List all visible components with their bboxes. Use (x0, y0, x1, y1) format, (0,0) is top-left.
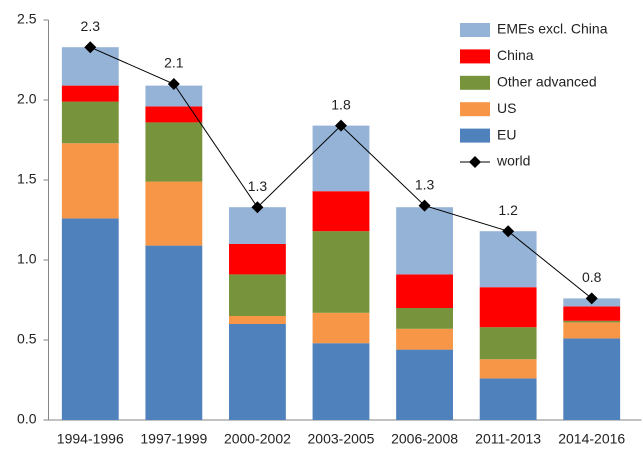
x-tick-label: 2011-2013 (475, 431, 541, 447)
bar-segment (229, 207, 286, 244)
legend-swatch (460, 23, 490, 37)
bar-segment (145, 245, 203, 420)
bar-segment (396, 274, 453, 308)
data-label: 2.1 (164, 55, 184, 71)
marker (502, 225, 515, 238)
data-label: 1.3 (415, 176, 435, 192)
marker (167, 78, 180, 90)
bar-segment (312, 312, 370, 344)
legend-label: China (497, 47, 534, 63)
bar-segment (145, 181, 203, 246)
marker (335, 119, 347, 132)
legend-label: Other advanced (497, 74, 597, 90)
x-tick-label: 1997-1999 (140, 431, 207, 447)
y-tick-label: 0.5 (17, 331, 37, 347)
bar-segment (61, 47, 119, 86)
legend-label: world (496, 153, 530, 169)
data-label: 1.2 (498, 202, 518, 218)
y-tick-label: 0.0 (17, 411, 37, 427)
marker (418, 199, 431, 212)
legend-swatch (460, 49, 490, 64)
x-tick-label: 2000-2002 (224, 431, 291, 447)
bar-segment (563, 320, 621, 323)
x-tick-label: 1994-1996 (57, 431, 124, 447)
bar-segment (61, 85, 119, 102)
y-tick-label: 1.0 (17, 251, 37, 267)
legend-swatch (460, 128, 490, 143)
bar-segment (479, 327, 537, 360)
y-tick-label: 2.5 (17, 11, 37, 27)
y-tick-label: 1.5 (17, 171, 37, 187)
bar-segment (479, 231, 537, 288)
legend-label: US (497, 100, 516, 116)
bar-segment (312, 125, 370, 192)
bar-segment (145, 106, 203, 123)
marker (585, 292, 598, 305)
bar-segment (396, 207, 453, 275)
bar-segment (145, 122, 203, 182)
legend-label: EMEs excl. China (497, 21, 608, 37)
bar-segment (563, 338, 621, 420)
data-label: 2.3 (81, 18, 101, 34)
x-tick-label: 2003-2005 (308, 431, 375, 447)
bar-segment (312, 231, 370, 313)
bar-segment (145, 85, 203, 107)
bar-segment (563, 322, 621, 339)
bar-segment (229, 244, 286, 275)
bar-segment (479, 378, 537, 420)
bar-segment (479, 359, 537, 379)
bar-segment (396, 349, 453, 420)
bar-segment (229, 274, 286, 316)
data-label: 1.8 (331, 96, 351, 112)
bar-segment (479, 287, 537, 328)
legend-swatch (460, 102, 490, 117)
legend-swatch (460, 75, 490, 90)
y-tick-label: 2.0 (17, 91, 37, 107)
bar-segment (61, 218, 119, 420)
bar-segment (229, 324, 286, 420)
x-tick-label: 2014-2016 (558, 431, 625, 447)
bar-segment (312, 343, 370, 420)
bar-segment (61, 101, 119, 144)
legend-marker (469, 156, 481, 168)
bar-segment (396, 328, 453, 350)
marker (84, 41, 97, 54)
x-tick-label: 2006-2008 (391, 431, 458, 447)
data-label: 0.8 (582, 269, 602, 285)
legend-label: EU (497, 126, 516, 142)
data-label: 1.3 (248, 178, 268, 194)
bar-segment (312, 191, 370, 232)
marker (251, 201, 264, 214)
bar-segment (563, 306, 621, 321)
bar-segment (396, 308, 453, 329)
bar-segment (229, 316, 286, 324)
bar-segment (61, 143, 119, 219)
